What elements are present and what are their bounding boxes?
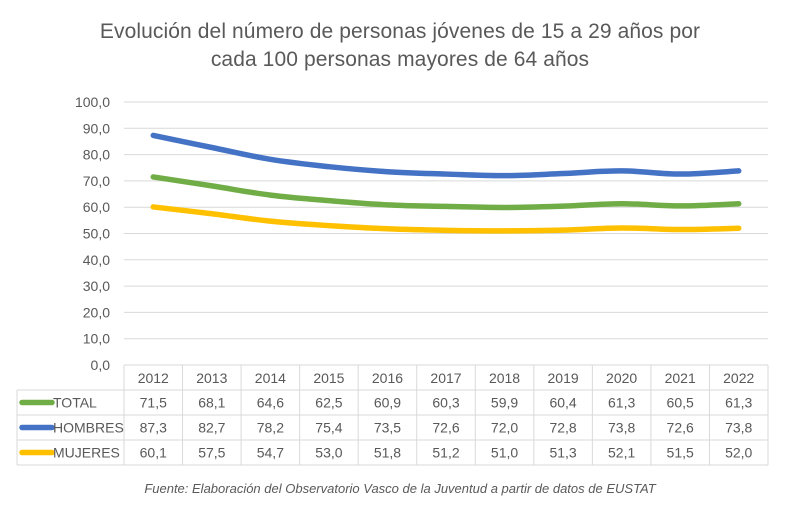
y-tick-label: 30,0 [83, 278, 110, 294]
y-tick-label: 40,0 [83, 252, 110, 268]
data-label: 78,2 [257, 420, 284, 436]
legend-label-total: TOTAL [53, 395, 97, 411]
data-label: 51,3 [549, 445, 576, 461]
data-label: 73,8 [725, 420, 752, 436]
x-tick-label: 2019 [548, 370, 579, 386]
data-label: 61,3 [608, 395, 635, 411]
y-tick-label: 50,0 [83, 226, 110, 242]
chart-title-line-2: cada 100 personas mayores de 64 años [210, 48, 590, 71]
data-table: 2012 2013 2014 2015 2016 2017 2018 2019 2020 2021… [16, 364, 769, 466]
x-tick-label: 2020 [606, 370, 637, 386]
data-label: 60,3 [432, 395, 459, 411]
data-label: 73,5 [374, 420, 401, 436]
data-label: 64,6 [257, 395, 284, 411]
data-label: 71,5 [140, 395, 167, 411]
x-tick-label: 2021 [665, 370, 696, 386]
y-tick-label: 10,0 [83, 331, 110, 347]
data-label: 61,3 [725, 395, 752, 411]
data-label: 59,9 [491, 395, 518, 411]
data-label: 52,1 [608, 445, 635, 461]
data-label: 51,2 [432, 445, 459, 461]
y-tick-label: 90,0 [83, 120, 110, 136]
y-axis-tick-labels: 0,0 10,0 20,0 30,0 40,0 50,0 60,0 70,0 80,0 90,0 1… [75, 94, 110, 373]
data-label: 72,0 [491, 420, 518, 436]
chart-title-line-1: Evolución del número de personas jóvenes… [99, 20, 701, 43]
legend-label-mujeres: MUJERES [53, 445, 120, 461]
data-label: 54,7 [257, 445, 284, 461]
data-label: 72,6 [667, 420, 694, 436]
series-line-mujeres [150, 204, 742, 234]
data-label: 52,0 [725, 445, 752, 461]
x-tick-label: 2015 [313, 370, 344, 386]
series-line-hombres [150, 132, 742, 179]
y-tick-label: 100,0 [75, 94, 110, 110]
data-label: 51,8 [374, 445, 401, 461]
data-label: 53,0 [315, 445, 342, 461]
gridlines [124, 101, 768, 340]
y-tick-label: 80,0 [83, 147, 110, 163]
data-label: 73,8 [608, 420, 635, 436]
data-label: 60,1 [140, 445, 167, 461]
data-label: 62,5 [315, 395, 342, 411]
x-tick-label: 2013 [196, 370, 227, 386]
y-tick-label: 0,0 [91, 357, 111, 373]
data-label: 68,1 [198, 395, 225, 411]
x-tick-label: 2012 [138, 370, 169, 386]
data-label: 51,5 [667, 445, 694, 461]
y-tick-label: 60,0 [83, 199, 110, 215]
x-tick-label: 2018 [489, 370, 520, 386]
x-tick-label: 2022 [723, 370, 754, 386]
y-tick-label: 70,0 [83, 173, 110, 189]
series-lines [150, 132, 742, 234]
x-tick-label: 2016 [372, 370, 403, 386]
data-label: 60,4 [549, 395, 576, 411]
x-tick-label: 2014 [255, 370, 286, 386]
data-label: 72,6 [432, 420, 459, 436]
x-tick-label: 2017 [430, 370, 461, 386]
data-label: 51,0 [491, 445, 518, 461]
series-line-total [150, 174, 742, 211]
data-label: 72,8 [549, 420, 576, 436]
data-label: 57,5 [198, 445, 225, 461]
data-label: 60,9 [374, 395, 401, 411]
data-label: 60,5 [667, 395, 694, 411]
data-label: 87,3 [140, 420, 167, 436]
y-tick-label: 20,0 [83, 304, 110, 320]
legend-label-hombres: HOMBRES [53, 420, 124, 436]
source-note: Fuente: Elaboración del Observatorio Vas… [144, 481, 656, 496]
data-label: 75,4 [315, 420, 342, 436]
data-label: 82,7 [198, 420, 225, 436]
